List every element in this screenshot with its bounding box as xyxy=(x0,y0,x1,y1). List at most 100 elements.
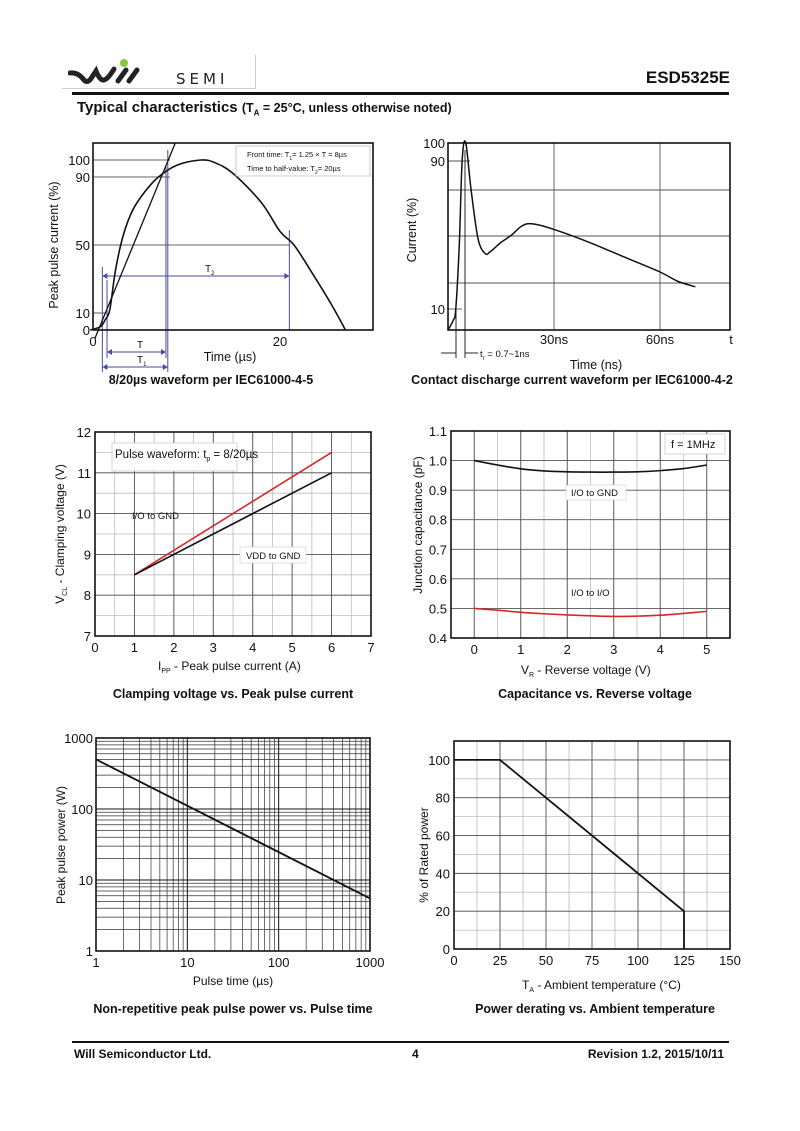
section-title-text: Typical characteristics xyxy=(77,99,238,116)
plot-frame xyxy=(95,737,371,952)
T-label: T xyxy=(137,340,143,351)
x-tick-label: 1 xyxy=(131,640,138,655)
y-tick-label: 0 xyxy=(443,942,450,957)
T-arrow-head-right xyxy=(160,349,166,355)
y-tick-label: 1.0 xyxy=(429,454,447,469)
x-tick-label: 0 xyxy=(450,953,457,968)
plot-frame xyxy=(92,142,374,331)
page-number: 4 xyxy=(412,1047,419,1061)
x-tick-label: 30ns xyxy=(540,332,569,347)
footer-divider xyxy=(72,1041,729,1043)
x-tick-label: t xyxy=(729,332,733,347)
series-pulse xyxy=(89,159,347,331)
section-title: Typical characteristics (TA = 25°C, unle… xyxy=(77,99,452,118)
legend-box xyxy=(111,442,238,472)
chart-contact-discharge: tr = 0.7~1ns 100 90 10 30ns 60ns t Time (ns) Cur… xyxy=(405,136,733,387)
y-axis-label: % of Rated power xyxy=(417,807,431,902)
x-axis-label: TA - Ambient temperature (°C) xyxy=(522,978,681,994)
y-tick-label: 9 xyxy=(84,547,91,562)
series-ppp xyxy=(95,758,371,900)
x-axis-label: Pulse time (µs) xyxy=(193,974,273,988)
y-tick-label: 12 xyxy=(77,425,91,440)
y-tick-label: 0 xyxy=(83,323,90,338)
series-esd xyxy=(447,140,696,331)
legend-io-to-io: I/O to I/O xyxy=(571,588,610,599)
y-tick-label: 50 xyxy=(76,238,90,253)
x-tick-label: 0 xyxy=(471,642,478,657)
series-front-tangent xyxy=(94,142,176,339)
y-tick-label: 0.8 xyxy=(429,513,447,528)
plot-frame xyxy=(453,740,731,950)
series-io-to-gnd xyxy=(474,459,707,473)
y-tick-label: 20 xyxy=(436,904,450,919)
plot-frame xyxy=(94,431,372,637)
legend-box xyxy=(664,433,726,455)
T1-label: T1 xyxy=(137,355,147,368)
legend-box-io-gnd xyxy=(565,484,627,501)
frequency-note: f = 1MHz xyxy=(671,439,715,451)
T2-arrow-head-right xyxy=(284,273,290,279)
company-logo xyxy=(62,55,256,89)
y-tick-label: 90 xyxy=(431,154,445,169)
plot-frame xyxy=(447,142,731,331)
y-tick-label: 10 xyxy=(77,507,91,522)
y-tick-label: 1000 xyxy=(64,731,93,746)
y-tick-label: 100 xyxy=(423,136,445,151)
footer-company: Will Semiconductor Ltd. xyxy=(74,1047,212,1061)
T1-arrow-head-left xyxy=(102,364,108,370)
y-tick-label: 1 xyxy=(86,944,93,959)
x-tick-label: 2 xyxy=(564,642,571,657)
x-tick-label: 4 xyxy=(657,642,664,657)
y-tick-label: 90 xyxy=(76,170,90,185)
chart-peak-pulse-power: 1 10 100 1000 1 10 100 1000 Pulse time (µs) Peak … xyxy=(54,731,384,1016)
y-axis-label: Peak pulse power (W) xyxy=(54,786,68,904)
series-io-to-io xyxy=(474,607,707,618)
legend-io-to-gnd: I/O to GND xyxy=(132,511,179,522)
T-arrow-head-left xyxy=(107,349,113,355)
T1-arrow-head-right xyxy=(162,364,168,370)
part-number: ESD5325E xyxy=(645,68,730,87)
x-tick-label: 25 xyxy=(493,953,507,968)
y-tick-label: 60 xyxy=(436,829,450,844)
y-axis-label: Peak pulse current (%) xyxy=(47,181,61,308)
x-tick-label: 50 xyxy=(539,953,553,968)
y-tick-label: 10 xyxy=(79,873,93,888)
y-axis-label: VCL - Clamping voltage (V) xyxy=(53,464,69,604)
x-tick-label: 60ns xyxy=(646,332,675,347)
legend-box-vdd xyxy=(239,546,307,564)
T2-label: T2 xyxy=(205,264,215,277)
annotation-box xyxy=(235,145,371,177)
y-tick-label: 10 xyxy=(431,302,445,317)
x-tick-label: 0 xyxy=(91,640,98,655)
legend-vdd-to-gnd: VDD to GND xyxy=(246,551,301,562)
x-tick-label: 20 xyxy=(273,334,287,349)
x-tick-label: 100 xyxy=(268,955,290,970)
series-derating xyxy=(454,759,685,949)
footer-revision: Revision 1.2, 2015/10/11 xyxy=(587,1047,724,1061)
pulse-waveform-note: Pulse waveform: tp = 8/20µs xyxy=(115,449,258,463)
header-divider xyxy=(72,92,729,95)
y-tick-label: 0.4 xyxy=(429,631,447,646)
y-axis-label: Junction capacitance (pF) xyxy=(411,456,425,593)
will-logo-icon xyxy=(68,59,140,84)
x-tick-label: 5 xyxy=(703,642,710,657)
y-tick-label: 100 xyxy=(68,153,90,168)
section-condition: (TA = 25°C, unless otherwise noted) xyxy=(241,101,452,118)
x-axis-label: Time (ns) xyxy=(570,358,622,372)
y-tick-label: 0.9 xyxy=(429,483,447,498)
chart-title: Contact discharge current waveform per I… xyxy=(411,373,733,387)
x-tick-label: 125 xyxy=(673,953,695,968)
y-tick-label: 0.5 xyxy=(429,601,447,616)
chart-waveform-8-20: T2 T T1 Front time: T1= 1.25 × T = 8µs Time … xyxy=(47,142,374,387)
y-tick-label: 80 xyxy=(436,791,450,806)
series-io-to-gnd xyxy=(134,451,332,576)
x-axis-label: Time (µs) xyxy=(204,350,257,364)
x-tick-label: 100 xyxy=(627,953,649,968)
x-tick-label: 1 xyxy=(92,955,99,970)
y-tick-label: 10 xyxy=(76,306,90,321)
y-tick-label: 11 xyxy=(78,466,92,481)
T2-arrow-head-left xyxy=(102,273,108,279)
x-tick-label: 5 xyxy=(289,640,296,655)
y-axis-label: Current (%) xyxy=(405,198,419,263)
